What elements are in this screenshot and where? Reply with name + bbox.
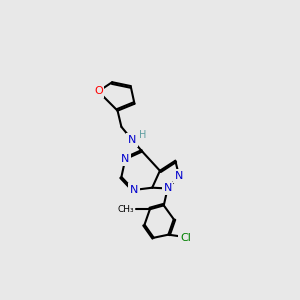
Text: CH₃: CH₃	[118, 205, 134, 214]
Text: H: H	[139, 130, 147, 140]
Text: N: N	[128, 135, 136, 145]
Text: N: N	[130, 185, 138, 195]
Text: Cl: Cl	[180, 233, 191, 243]
Text: O: O	[94, 86, 103, 96]
Text: N: N	[164, 184, 172, 194]
Text: N: N	[121, 154, 129, 164]
Text: N: N	[175, 171, 183, 181]
